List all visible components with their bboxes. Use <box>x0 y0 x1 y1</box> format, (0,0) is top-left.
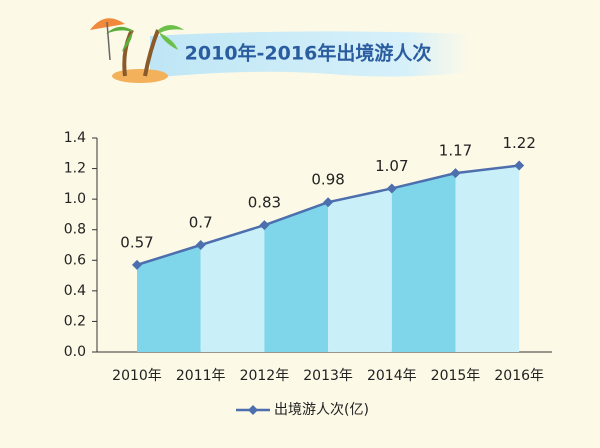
data-point <box>450 168 461 179</box>
data-label: 0.57 <box>120 233 153 251</box>
data-label: 1.22 <box>502 134 535 152</box>
x-tick-label: 2011年 <box>176 368 226 384</box>
data-point <box>195 240 206 250</box>
y-tick-label: 0.6 <box>64 252 86 268</box>
title-banner <box>150 31 470 78</box>
y-tick-label: 1.4 <box>64 130 86 146</box>
data-label: 1.07 <box>375 157 408 175</box>
legend-marker <box>248 405 258 415</box>
area-segment <box>328 188 392 352</box>
data-label: 0.98 <box>311 171 344 189</box>
data-point <box>259 220 270 231</box>
y-tick-label: 0.0 <box>64 344 86 360</box>
data-label: 1.17 <box>439 142 472 160</box>
y-tick-label: 1.0 <box>64 191 86 207</box>
y-tick-label: 1.2 <box>64 161 86 177</box>
x-tick-label: 2010年 <box>112 368 162 384</box>
area-segment <box>455 165 520 352</box>
area-segment <box>391 173 456 352</box>
data-label: 0.83 <box>248 194 281 212</box>
x-tick-label: 2016年 <box>494 368 544 384</box>
chart-title: 2010年-2016年出境游人次 <box>185 42 432 65</box>
data-point <box>132 259 142 270</box>
x-tick-label: 2014年 <box>367 368 417 384</box>
data-label: 0.7 <box>189 214 213 232</box>
data-point <box>323 197 334 208</box>
x-tick-label: 2012年 <box>240 368 290 384</box>
x-tick-label: 2013年 <box>303 368 353 384</box>
data-point <box>514 160 525 171</box>
y-tick-label: 0.8 <box>64 222 86 238</box>
y-tick-label: 0.2 <box>64 313 86 329</box>
y-tick-label: 0.4 <box>64 283 86 299</box>
palm-icon <box>90 18 184 83</box>
x-tick-label: 2015年 <box>431 368 481 384</box>
area-segment <box>200 225 265 352</box>
data-point <box>386 183 397 194</box>
area-segment <box>137 245 201 352</box>
area-segment <box>264 202 329 352</box>
legend-label: 出境游人次(亿) <box>274 402 369 418</box>
